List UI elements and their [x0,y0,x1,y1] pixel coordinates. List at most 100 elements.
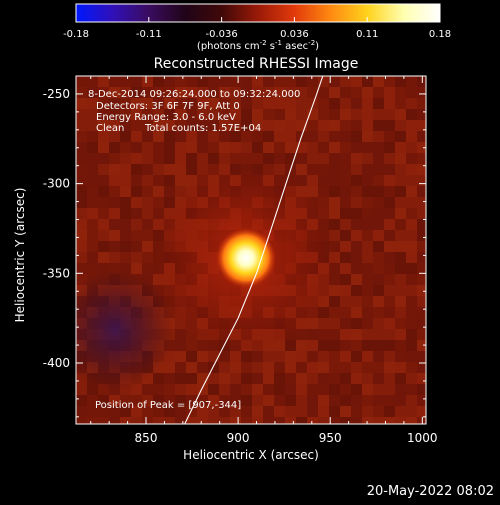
heatmap-cell [351,318,362,329]
heatmap-cell [395,296,406,307]
heatmap-cell [252,406,263,417]
heatmap-cell [153,164,164,175]
heatmap-cell [384,230,395,241]
heatmap-cell [219,362,230,373]
heatmap-cell [142,109,153,120]
heatmap-cell [362,307,373,318]
heatmap-cell [208,406,219,417]
colorbar: -0.18 -0.11 -0.036 0.036 0.11 0.18 (photons c… [63,3,451,52]
heatmap-cell [241,131,252,142]
heatmap-cell [340,120,351,131]
heatmap-cell [197,340,208,351]
heatmap-cell [406,296,417,307]
heatmap-cell [142,406,153,417]
heatmap-cell [76,186,87,197]
heatmap-cell [351,329,362,340]
heatmap-cell [296,98,307,109]
heatmap-cell [395,153,406,164]
heatmap-cell [230,384,241,395]
heatmap-cell [109,395,120,406]
heatmap-cell [285,340,296,351]
heatmap-cell [109,186,120,197]
peak-source [216,228,276,288]
heatmap-cell [362,351,373,362]
heatmap-cell [373,164,384,175]
heatmap-cell [208,87,219,98]
colorbar-tick-label: -0.18 [63,29,89,40]
heatmap-cell [384,164,395,175]
heatmap-cell [307,153,318,164]
heatmap-cell [252,109,263,120]
heatmap-cell [219,131,230,142]
heatmap-cell [241,142,252,153]
heatmap-cell [197,109,208,120]
heatmap-cell [296,406,307,417]
heatmap-cell [395,340,406,351]
heatmap-cell [164,131,175,142]
heatmap-cell [230,131,241,142]
heatmap-cell [307,351,318,362]
heatmap-cell [351,175,362,186]
heatmap-cell [384,318,395,329]
heatmap-cell [351,406,362,417]
heatmap-cell [76,384,87,395]
heatmap-cell [406,76,417,87]
heatmap-cell [362,274,373,285]
heatmap-cell [318,142,329,153]
heatmap-cell [285,142,296,153]
heatmap-cell [395,230,406,241]
heatmap-cell [318,384,329,395]
heatmap-cell [87,384,98,395]
heatmap-cell [329,318,340,329]
heatmap-cell [318,164,329,175]
heatmap-cell [131,131,142,142]
heatmap-cell [296,164,307,175]
heatmap-cell [395,208,406,219]
purple-region [76,270,173,390]
heatmap-cell [373,329,384,340]
heatmap-cell [406,417,417,424]
heatmap-cell [98,263,109,274]
heatmap-cell [362,406,373,417]
heatmap-cell [175,109,186,120]
heatmap-cell [241,120,252,131]
heatmap-cell [98,76,109,87]
heatmap-cell [175,98,186,109]
heatmap-cell [362,208,373,219]
heatmap-cell [362,362,373,373]
heatmap-cell [340,153,351,164]
heatmap-cell [164,417,175,424]
heatmap-cell [186,87,197,98]
heatmap-cell [362,219,373,230]
heatmap-cell [362,373,373,384]
heatmap-cell [186,164,197,175]
heatmap-cell [76,263,87,274]
heatmap-cell [230,109,241,120]
heatmap-cell [406,164,417,175]
heatmap-cell [406,197,417,208]
heatmap-cell [318,395,329,406]
heatmap-cell [230,153,241,164]
heatmap-cell [307,109,318,120]
heatmap-cell [175,87,186,98]
heatmap-cell [329,219,340,230]
heatmap-cell [406,274,417,285]
heatmap-cell [285,362,296,373]
heatmap-cell [98,164,109,175]
heatmap-cell [395,76,406,87]
heatmap-cell [241,373,252,384]
heatmap-cell [197,131,208,142]
heatmap-cell [98,384,109,395]
heatmap-cell [120,109,131,120]
heatmap-cell [87,263,98,274]
heatmap-cell [417,142,426,153]
heatmap-cell [362,175,373,186]
heatmap-cell [296,142,307,153]
heatmap-cell [186,98,197,109]
heatmap-cell [98,131,109,142]
heatmap-cell [417,395,426,406]
heatmap-cell [131,395,142,406]
heatmap-cell [208,395,219,406]
heatmap-cell [142,76,153,87]
